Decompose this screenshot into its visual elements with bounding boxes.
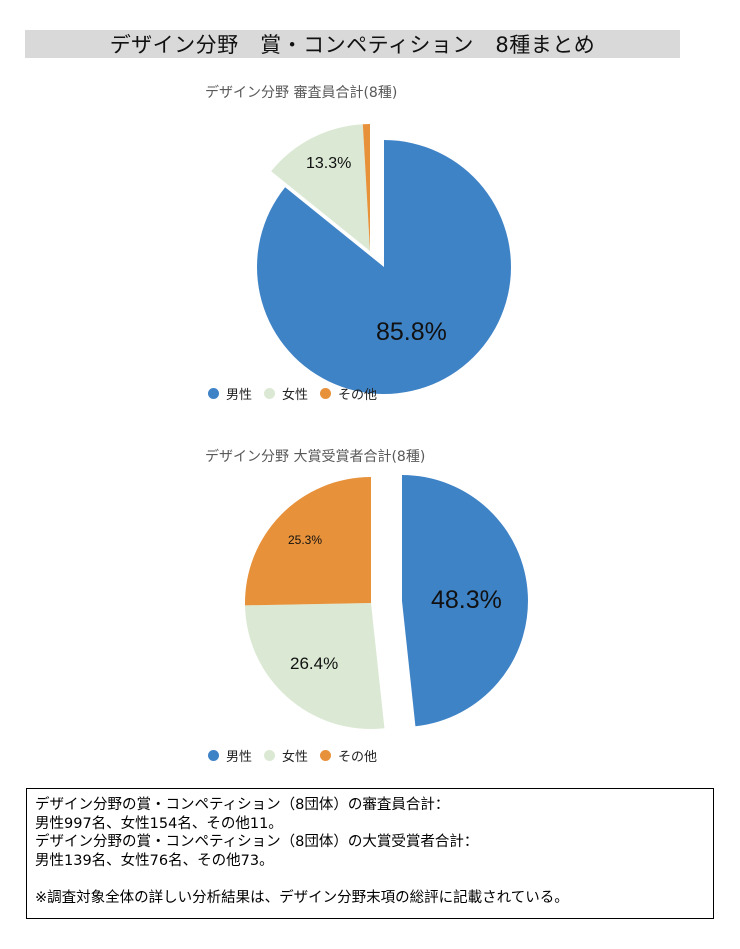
legend-label-male: 男性 xyxy=(226,750,253,765)
chart-2-slice-male xyxy=(402,475,528,727)
chart-2-label-female: 26.4% xyxy=(290,654,339,673)
note-line: ※調査対象全体の詳しい分析結果は、デザイン分野末項の総評に記載されている。 xyxy=(35,889,569,906)
legend-label-male: 男性 xyxy=(226,388,253,403)
chart-1-pie xyxy=(257,123,512,394)
chart-2-label-other: 25.3% xyxy=(288,533,323,547)
note-line: デザイン分野の賞・コンペティション（8団体）の審査員合計： xyxy=(35,797,450,813)
legend-label-other: その他 xyxy=(338,388,378,403)
chart-1-slice-male xyxy=(257,140,512,394)
chart-2-slice-other xyxy=(244,476,371,606)
chart-2-pie xyxy=(244,475,528,729)
chart-1-slice-female xyxy=(271,124,370,251)
chart-1-slice-other xyxy=(362,123,370,251)
legend-dot-other-icon xyxy=(320,388,332,399)
legend-label-female: 女性 xyxy=(282,388,309,403)
chart-1-title: デザイン分野 審査員合計(8種) xyxy=(205,85,398,101)
legend-dot-female-icon xyxy=(264,388,276,399)
legend-item-male: 男性 xyxy=(208,746,252,765)
legend-label-other: その他 xyxy=(338,750,378,765)
legend-item-male: 男性 xyxy=(208,384,252,403)
chart-1-label-female: 13.3% xyxy=(306,155,352,172)
legend-label-female: 女性 xyxy=(282,750,309,765)
chart-1-legend: 男性 女性 その他 xyxy=(208,384,389,403)
page-title: デザイン分野 賞・コンペティション 8種まとめ xyxy=(109,33,596,57)
summary-note-box: デザイン分野の賞・コンペティション（8団体）の審査員合計： 男性997名、女性1… xyxy=(26,788,714,919)
page-title-bar: デザイン分野 賞・コンペティション 8種まとめ xyxy=(25,30,680,58)
chart-2-legend: 男性 女性 その他 xyxy=(208,746,389,765)
legend-item-other: その他 xyxy=(320,746,377,765)
chart-2-label-male: 48.3% xyxy=(431,586,502,614)
note-line: デザイン分野の賞・コンペティション（8団体）の大賞受賞者合計： xyxy=(35,834,479,850)
legend-dot-male-icon xyxy=(208,388,219,399)
legend-dot-female-icon xyxy=(264,750,276,761)
note-line: 男性997名、女性154名、その他11。 xyxy=(35,815,283,832)
legend-item-female: 女性 xyxy=(264,746,308,765)
chart-2-slice-female xyxy=(245,603,385,729)
note-line: 男性139名、女性76名、その他73。 xyxy=(35,852,274,869)
chart-2-title: デザイン分野 大賞受賞者合計(8種) xyxy=(205,449,426,465)
legend-dot-other-icon xyxy=(320,750,332,761)
legend-item-other: その他 xyxy=(320,384,377,403)
chart-1-label-male: 85.8% xyxy=(376,318,447,346)
legend-dot-male-icon xyxy=(208,750,219,761)
note-line xyxy=(35,870,705,889)
legend-item-female: 女性 xyxy=(264,384,308,403)
